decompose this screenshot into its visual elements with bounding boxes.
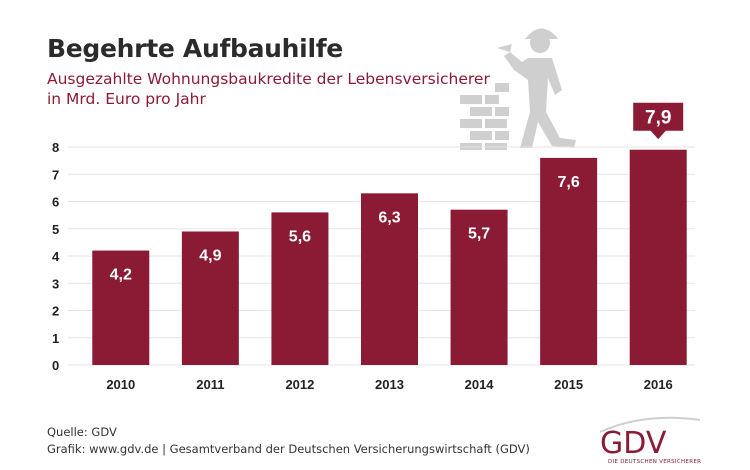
x-tick-label: 2011 (196, 377, 224, 392)
y-tick-label: 5 (52, 222, 59, 237)
bar (540, 157, 598, 365)
x-tick-label: 2016 (644, 377, 673, 392)
data-label: 4,9 (199, 247, 221, 264)
y-tick-label: 2 (52, 304, 59, 319)
y-tick-label: 6 (52, 195, 59, 210)
subtitle-line-2: in Mrd. Euro pro Jahr (47, 90, 206, 108)
source-note: Quelle: GDV (47, 425, 117, 439)
chart-footer: Quelle: GDV Grafik: www.gdv.de | Gesamtv… (47, 424, 530, 458)
chart-subtitle: Ausgezahlte Wohnungsbaukredite der Leben… (47, 69, 490, 109)
bar (361, 193, 418, 365)
subtitle-line-1: Ausgezahlte Wohnungsbaukredite der Leben… (47, 70, 490, 88)
bar (181, 231, 239, 365)
highlight-callout (631, 100, 686, 143)
svg-text:DIE DEUTSCHEN VERSICHERER: DIE DEUTSCHEN VERSICHERER (608, 459, 701, 465)
bar (450, 209, 508, 365)
data-label: 5,7 (468, 226, 490, 243)
y-tick-label: 0 (52, 358, 59, 373)
gdv-logo: GDV DIE DEUTSCHEN VERSICHERER (599, 416, 701, 465)
svg-text:GDV: GDV (600, 426, 667, 461)
data-label: 5,6 (289, 228, 311, 245)
x-tick-label: 2015 (554, 377, 583, 392)
bar (271, 212, 329, 365)
y-tick-label: 4 (52, 249, 60, 264)
x-tick-label: 2010 (106, 377, 135, 392)
graphic-credit: Grafik: www.gdv.de | Gesamtverband der D… (47, 442, 530, 456)
data-label: 4,2 (110, 267, 132, 284)
chart-title: Begehrte Aufbauhilfe (47, 34, 343, 63)
data-label: 6,3 (378, 209, 400, 226)
y-tick-label: 8 (52, 140, 59, 155)
data-label: 7,9 (645, 108, 671, 129)
x-tick-label: 2013 (375, 377, 404, 392)
y-tick-label: 1 (52, 331, 59, 346)
bar (629, 149, 687, 365)
x-tick-label: 2012 (285, 377, 314, 392)
bar (92, 250, 150, 365)
data-label: 7,6 (558, 174, 580, 191)
y-tick-label: 7 (52, 167, 59, 182)
y-tick-label: 3 (52, 276, 59, 291)
x-tick-label: 2014 (465, 377, 495, 392)
